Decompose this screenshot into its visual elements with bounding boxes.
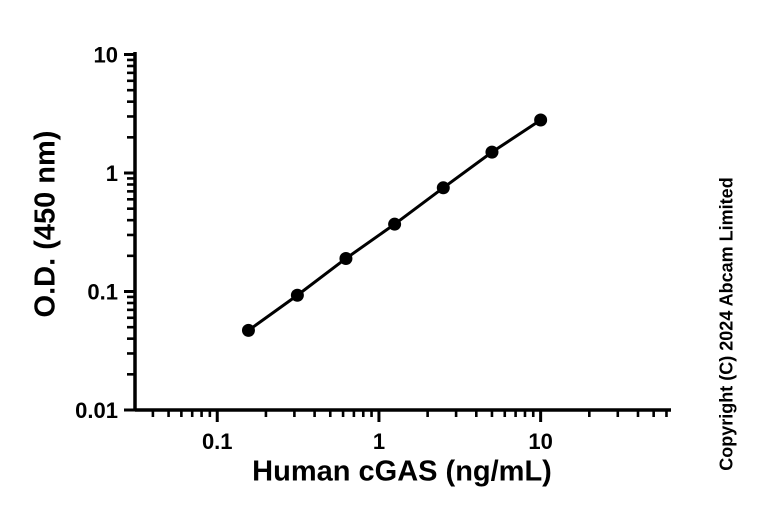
y-axis-title: O.D. (450 nm) bbox=[29, 130, 62, 318]
x-tick-label: 0.1 bbox=[202, 429, 233, 454]
y-tick-label: 0.01 bbox=[75, 398, 118, 423]
data-point bbox=[388, 217, 402, 231]
data-point bbox=[436, 181, 450, 195]
data-point bbox=[485, 145, 499, 159]
x-tick-label: 10 bbox=[528, 429, 552, 454]
x-tick-label: 1 bbox=[373, 429, 385, 454]
data-point bbox=[241, 323, 255, 337]
y-tick-label: 0.1 bbox=[87, 280, 118, 305]
data-point bbox=[534, 113, 548, 127]
x-axis-title: Human cGAS (ng/mL) bbox=[252, 455, 552, 488]
copyright-text: Copyright (C) 2024 Abcam Limited bbox=[716, 177, 737, 471]
data-point bbox=[290, 288, 304, 302]
y-tick-label: 10 bbox=[94, 43, 118, 68]
y-tick-label: 1 bbox=[106, 161, 118, 186]
data-point bbox=[339, 251, 353, 265]
